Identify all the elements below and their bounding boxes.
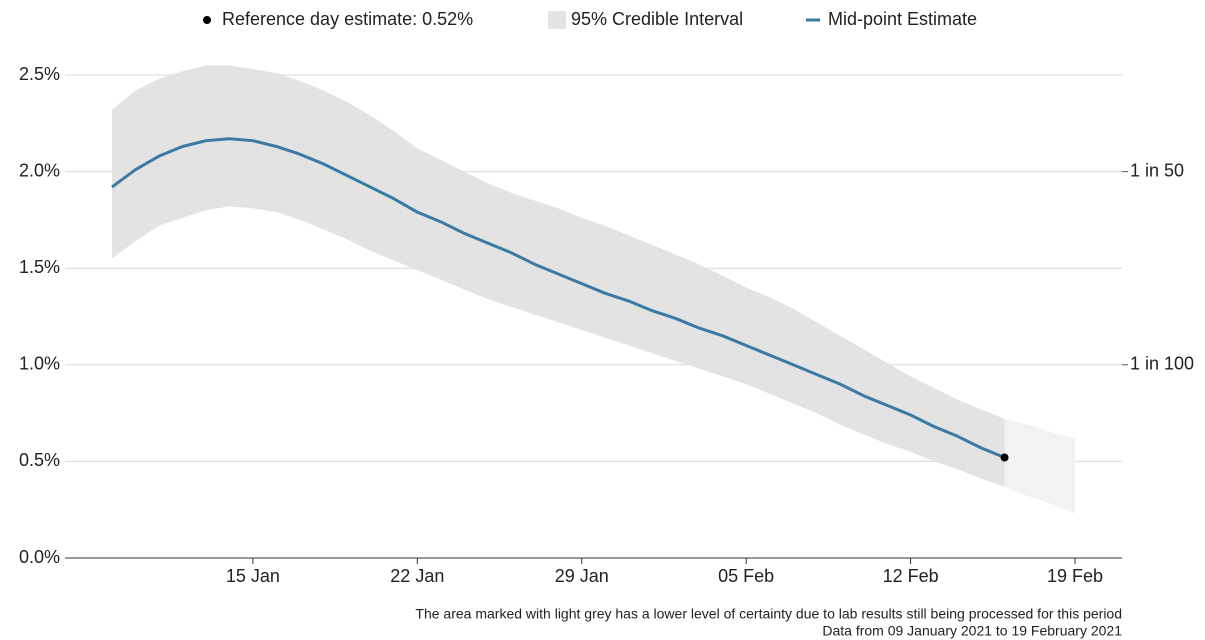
y-tick-label: 0.5% — [19, 450, 60, 470]
footnote: Data from 09 January 2021 to 19 February… — [822, 623, 1122, 639]
x-tick-label: 19 Feb — [1047, 566, 1103, 586]
y-tick-label: 2.5% — [19, 64, 60, 84]
credible-interval — [111, 65, 1005, 487]
legend-label: Reference day estimate: 0.52% — [222, 9, 473, 29]
line — [111, 137, 1006, 459]
legend-label: Mid-point Estimate — [828, 9, 977, 29]
y2-tick-label: 1 in 50 — [1130, 160, 1184, 180]
reference-point — [1000, 453, 1009, 462]
footnote: The area marked with light grey has a lo… — [415, 606, 1122, 622]
x-tick-label: 05 Feb — [718, 566, 774, 586]
y2-tick-label: 1 in 100 — [1130, 354, 1194, 374]
y-tick-label: 2.0% — [19, 160, 60, 180]
provisional-band — [1004, 418, 1076, 514]
x-tick-label: 22 Jan — [390, 566, 444, 586]
x-tick-label: 15 Jan — [226, 566, 280, 586]
y-tick-label: 0.0% — [19, 547, 60, 567]
legend-marker — [548, 11, 566, 29]
x-tick-label: 29 Jan — [555, 566, 609, 586]
legend-marker — [203, 16, 211, 24]
y-tick-label: 1.5% — [19, 257, 60, 277]
x-tick-label: 12 Feb — [883, 566, 939, 586]
y-tick-label: 1.0% — [19, 354, 60, 374]
legend-label: 95% Credible Interval — [571, 9, 743, 29]
